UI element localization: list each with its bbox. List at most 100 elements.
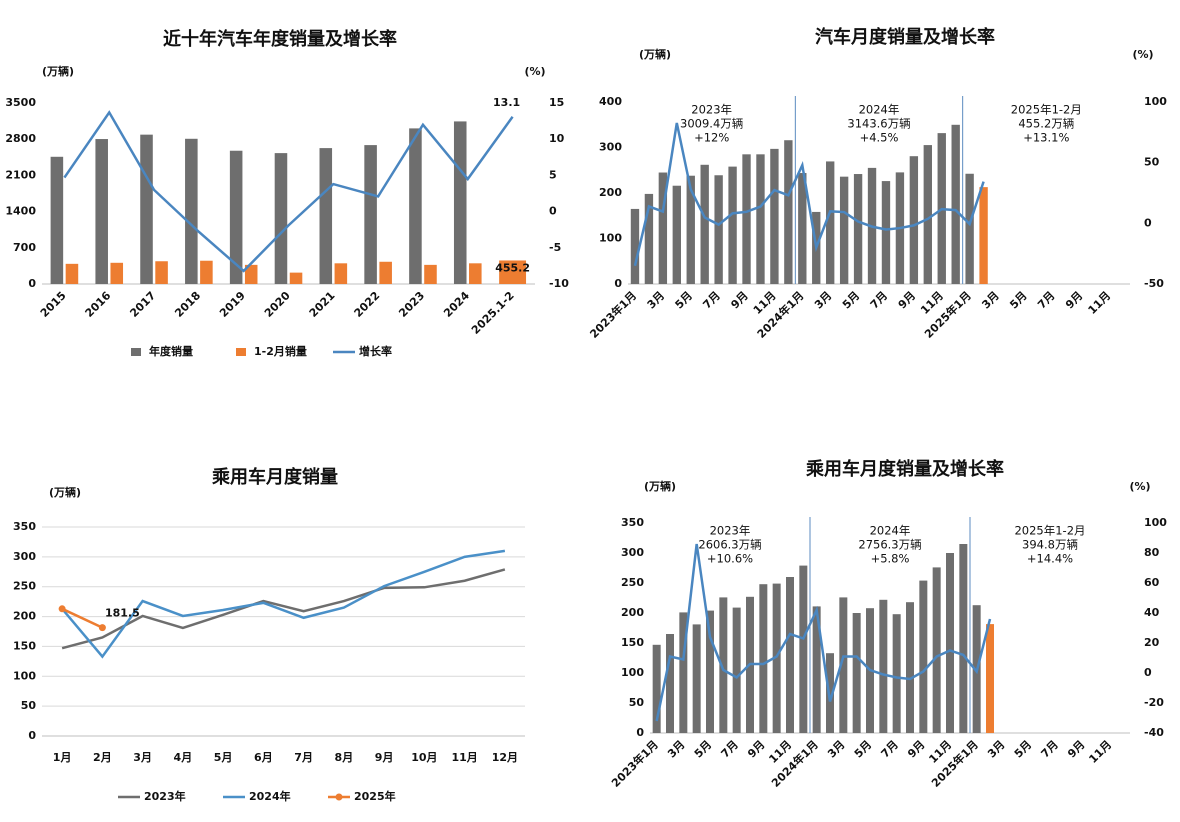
annotation: +12% [694, 131, 729, 145]
bar [244, 264, 258, 284]
bar [658, 172, 668, 284]
x-tick-label: 12月 [492, 751, 518, 764]
y-tick-label: 300 [621, 546, 644, 559]
x-tick-label: 7月 [1035, 289, 1057, 311]
annotation: 2023年 [710, 524, 751, 538]
bar [946, 553, 954, 733]
line [63, 110, 514, 273]
bar [289, 272, 303, 284]
annotation: 455.2万辆 [1018, 117, 1074, 131]
bar [229, 150, 243, 284]
y2-tick-label: -5 [549, 241, 561, 254]
bar [65, 263, 79, 284]
y2-tick-label: -20 [1144, 696, 1164, 709]
x-tick-label: 5月 [852, 738, 874, 760]
x-tick-label: 1月 [53, 751, 72, 764]
x-tick-label: 2019 [217, 289, 248, 320]
bar [965, 173, 974, 284]
bar [469, 263, 482, 284]
y2-axis-unit: (%) [1132, 48, 1153, 61]
legend-label: 年度销量 [149, 344, 193, 358]
bar [919, 580, 928, 733]
annotation: 394.8万辆 [1022, 538, 1078, 552]
y-tick-label: 50 [629, 696, 645, 709]
x-tick-label: 8月 [335, 751, 354, 764]
y-tick-label: 0 [614, 277, 622, 290]
bar [679, 612, 688, 733]
chart-title: 近十年汽车年度销量及增长率 [163, 28, 397, 50]
x-tick-label: 2018 [172, 289, 203, 320]
y2-tick-label: 60 [1144, 576, 1160, 589]
y2-tick-label: -50 [1144, 277, 1164, 290]
bar [923, 145, 932, 284]
line [655, 543, 992, 722]
x-tick-label: 3月 [985, 738, 1007, 760]
y2-tick-label: 0 [1144, 666, 1152, 679]
bar [979, 187, 988, 284]
y-tick-label: 150 [621, 636, 644, 649]
bar [853, 174, 863, 284]
chart-title: 乘用车月度销量 [211, 466, 338, 488]
line [61, 607, 103, 629]
legend-label: 增长率 [359, 344, 392, 358]
x-tick-label: 11月 [1086, 289, 1114, 317]
y-tick-label: 400 [599, 95, 622, 108]
bar [630, 208, 640, 284]
y-tick-label: 2100 [5, 168, 36, 181]
x-tick-label: 7月 [719, 738, 741, 760]
bar [719, 597, 728, 733]
bar [770, 148, 779, 284]
x-tick-label: 6月 [254, 751, 273, 764]
x-tick-label: 9月 [1063, 289, 1085, 311]
x-tick-label: 3月 [825, 738, 847, 760]
bar [200, 260, 213, 284]
line [61, 549, 506, 659]
legend-label: 2024年 [249, 789, 291, 803]
bar [700, 164, 709, 284]
line [61, 568, 506, 650]
y-tick-label: 0 [636, 726, 644, 739]
bar [453, 121, 467, 285]
bar [839, 597, 848, 733]
annotation: 3143.6万辆 [847, 117, 910, 131]
x-tick-label: 7月 [1039, 738, 1061, 760]
x-tick-label: 11月 [451, 751, 477, 764]
y-tick-label: 300 [13, 550, 36, 563]
x-tick-label: 9月 [896, 289, 918, 311]
bar [155, 261, 168, 284]
y2-tick-label: -10 [549, 277, 569, 290]
point [58, 605, 66, 613]
x-tick-label: 2025.1-2 [469, 289, 517, 337]
y-tick-label: 350 [621, 516, 644, 529]
bar [140, 134, 153, 284]
data-label: 181.5 [105, 607, 140, 620]
bar [799, 565, 808, 733]
bar [644, 193, 654, 284]
bar [951, 124, 960, 284]
bar [756, 154, 765, 284]
bar [706, 610, 714, 733]
point [98, 624, 106, 632]
x-tick-label: 2023年1月 [608, 737, 661, 790]
bar [759, 584, 768, 733]
annotation: 2606.3万辆 [698, 538, 761, 552]
bar [959, 544, 968, 733]
y2-tick-label: 5 [549, 168, 557, 181]
y-tick-label: 3500 [5, 96, 36, 109]
bar [409, 128, 422, 284]
bar [686, 175, 695, 284]
legend-marker [335, 793, 343, 801]
legend-swatch [131, 348, 141, 356]
bar [499, 260, 527, 284]
bar [812, 606, 821, 733]
x-tick-label: 2023年1月 [587, 288, 640, 341]
chart: 汽车月度销量及增长率 (万辆) (%) 0 100 200 300 400 -50 0 50 100 2… [587, 26, 1168, 341]
y-tick-label: 50 [21, 699, 37, 712]
x-tick-label: 11月 [1086, 738, 1114, 766]
x-tick-label: 4月 [174, 751, 193, 764]
bar [742, 154, 751, 284]
y-tick-label: 250 [621, 576, 644, 589]
y-axis-unit: (万辆) [639, 47, 671, 61]
annotation: 2024年 [870, 524, 911, 538]
y-tick-label: 0 [28, 729, 36, 742]
